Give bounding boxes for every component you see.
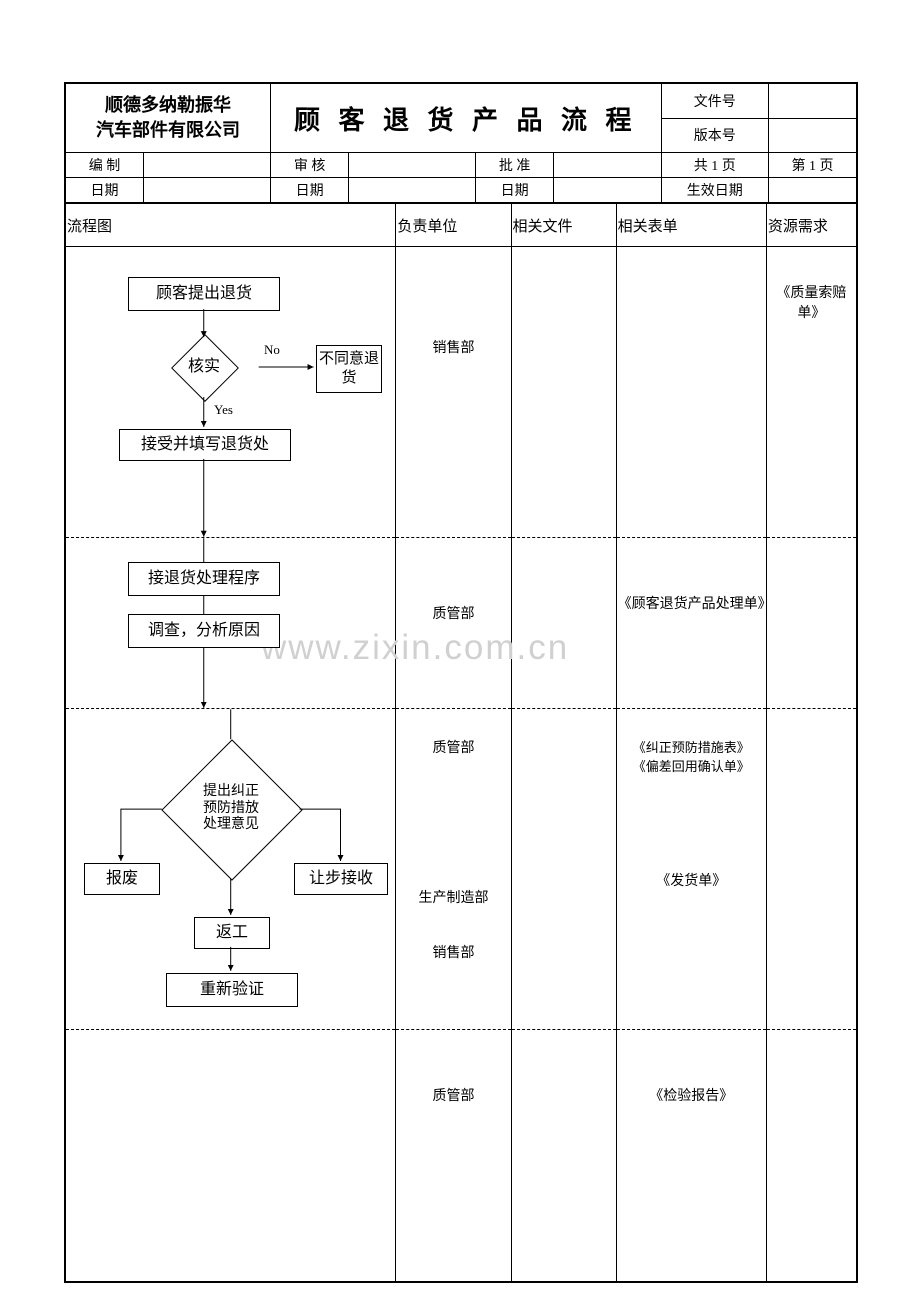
s2-resources — [766, 538, 856, 709]
s2-dept: 质管部 — [396, 538, 511, 709]
flow-svg-1 — [66, 247, 395, 537]
s4-docs — [511, 1030, 616, 1282]
header-table: 顺德多纳勒振华 汽车部件有限公司 顾 客 退 货 产 品 流 程 文件号 版本号… — [65, 83, 857, 203]
s2-forms: 《顾客退货产品处理单》 — [616, 538, 766, 709]
reviewed-value — [349, 153, 476, 178]
doc-title: 顾 客 退 货 产 品 流 程 — [275, 100, 656, 137]
body-table: 流程图 负责单位 相关文件 相关表单 资源需求 — [65, 203, 857, 1282]
s4-dept: 质管部 — [396, 1030, 511, 1282]
date-value-3 — [554, 178, 661, 203]
s3-docs — [511, 709, 616, 1030]
flow-s3: 提出纠正 预防措放 处理意见 报废 让步接收 返工 重新验证 — [66, 709, 395, 1029]
page-no: 第 1 页 — [769, 153, 857, 178]
node-return-proc: 接退货处理程序 — [128, 562, 280, 596]
doc-no-label: 文件号 — [661, 84, 769, 119]
col-forms: 相关表单 — [616, 204, 766, 247]
s4-forms: 《检验报告》 — [616, 1030, 766, 1282]
flow-s2: www.zixin.com.cn 接退货处理程序 — [66, 538, 395, 708]
date-label-2: 日期 — [271, 178, 349, 203]
s4-resources — [766, 1030, 856, 1282]
version-label: 版本号 — [661, 118, 769, 153]
col-resources: 资源需求 — [766, 204, 856, 247]
reviewed-label: 审 核 — [271, 153, 349, 178]
company-line2: 汽车部件有限公司 — [96, 120, 240, 140]
approved-label: 批 准 — [476, 153, 554, 178]
company-line1: 顺德多纳勒振华 — [105, 95, 231, 115]
section-4: 质管部 《检验报告》 — [66, 1030, 857, 1282]
column-header-row: 流程图 负责单位 相关文件 相关表单 资源需求 — [66, 204, 857, 247]
prepared-label: 编 制 — [66, 153, 144, 178]
effective-label: 生效日期 — [661, 178, 769, 203]
node-investigate: 调查，分析原因 — [128, 614, 280, 648]
col-dept: 负责单位 — [396, 204, 511, 247]
section-2: www.zixin.com.cn 接退货处理程序 — [66, 538, 857, 709]
section-1: 顾客提出退货 核实 No Yes 不同意退货 接受并填写退货处 销售部 《质量索… — [66, 247, 857, 538]
s4-flow — [66, 1030, 396, 1282]
s3-dept: 质管部 生产制造部 销售部 — [396, 709, 511, 1030]
prepared-value — [144, 153, 271, 178]
document-frame: 顺德多纳勒振华 汽车部件有限公司 顾 客 退 货 产 品 流 程 文件号 版本号… — [64, 82, 858, 1283]
version-value — [769, 118, 857, 153]
col-docs: 相关文件 — [511, 204, 616, 247]
s1-dept: 销售部 — [396, 247, 511, 538]
col-flowchart: 流程图 — [66, 204, 396, 247]
date-value-1 — [144, 178, 271, 203]
approved-value — [554, 153, 661, 178]
s1-forms — [616, 247, 766, 538]
s2-docs — [511, 538, 616, 709]
company-name: 顺德多纳勒振华 汽车部件有限公司 — [70, 93, 266, 143]
flow-svg-3 — [66, 709, 395, 1029]
section-3: 提出纠正 预防措放 处理意见 报废 让步接收 返工 重新验证 质管部 生产制造部… — [66, 709, 857, 1030]
total-pages: 共 1 页 — [661, 153, 769, 178]
doc-no-value — [769, 84, 857, 119]
date-label-3: 日期 — [476, 178, 554, 203]
s3-forms: 《纠正预防措施表》 《偏差回用确认单》 《发货单》 — [616, 709, 766, 1030]
effective-value — [769, 178, 857, 203]
date-label-1: 日期 — [66, 178, 144, 203]
s1-docs — [511, 247, 616, 538]
page: 顺德多纳勒振华 汽车部件有限公司 顾 客 退 货 产 品 流 程 文件号 版本号… — [0, 0, 920, 1302]
flow-s1: 顾客提出退货 核实 No Yes 不同意退货 接受并填写退货处 — [66, 247, 395, 537]
s1-resources: 《质量索赔单》 — [766, 247, 856, 538]
s3-resources — [766, 709, 856, 1030]
date-value-2 — [349, 178, 476, 203]
